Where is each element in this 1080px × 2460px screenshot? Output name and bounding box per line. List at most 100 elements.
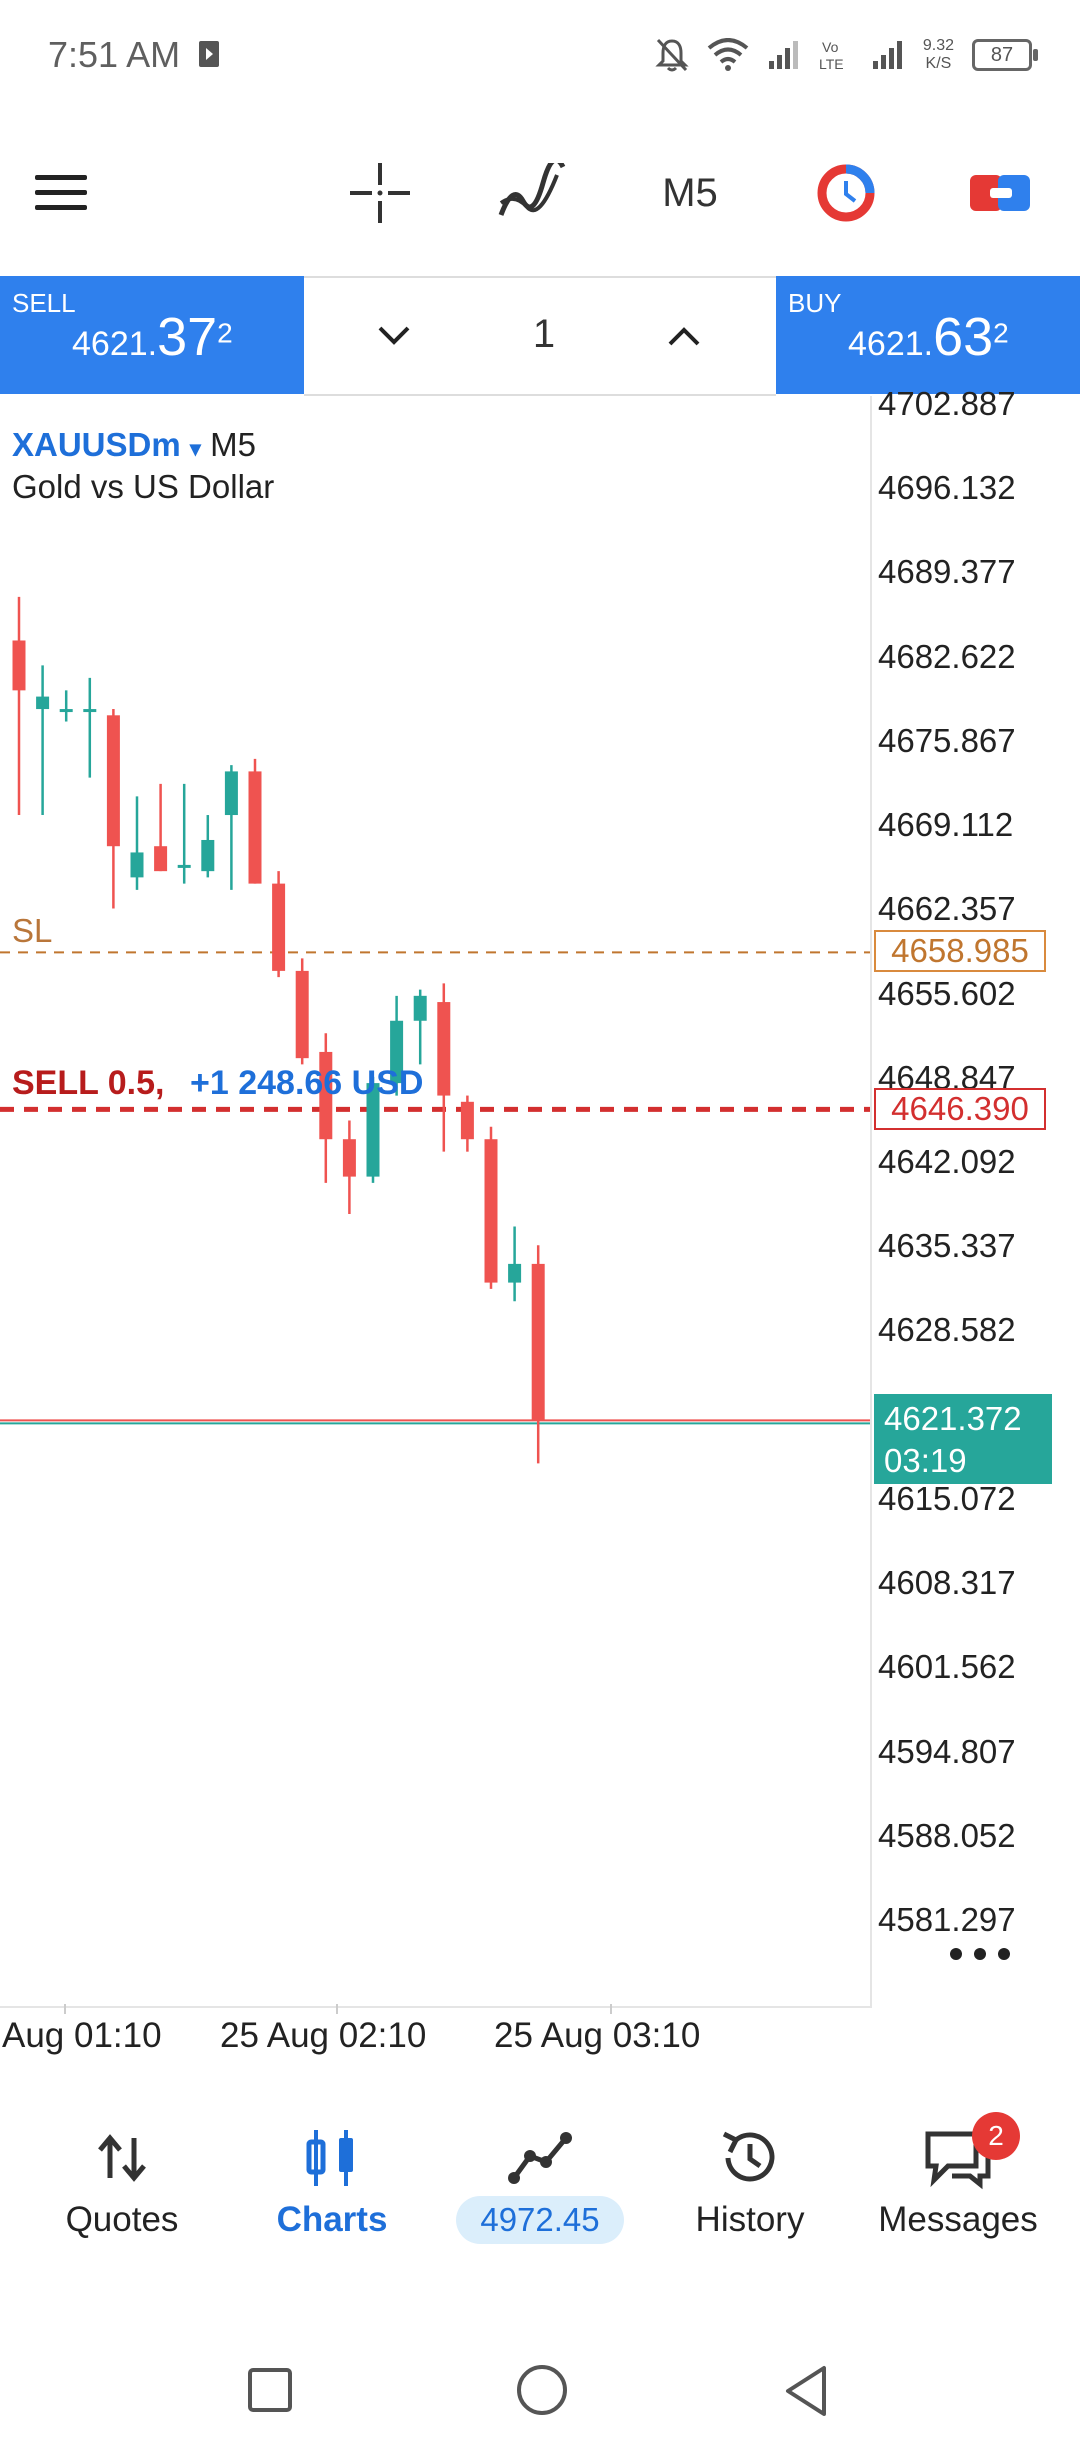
wifi-icon [707,38,749,71]
volte-icon: Vo LTE [819,39,844,72]
signal-icon [768,41,798,69]
candle-body [342,1139,356,1177]
price-tick-label: 4594.807 [878,1732,1016,1770]
history-icon [722,2131,775,2182]
nav-charts[interactable]: Charts [224,2090,440,2280]
price-tick-label: 4675.867 [878,721,1016,759]
nav-quotes[interactable]: Quotes [14,2090,230,2280]
timeframe-button[interactable]: M5 [662,170,718,215]
time-tick-mark [610,2004,612,2014]
more-icon[interactable] [948,1946,1012,1962]
candle-body [130,852,144,878]
time-tick-mark [336,2004,338,2014]
candle-body [83,709,97,713]
order-price-tag: 4646.390 [874,1088,1046,1130]
nav-label-history: History [695,2200,805,2239]
clock-trade-icon [817,164,875,222]
menu-button[interactable] [26,158,96,228]
signal-2-icon [872,41,902,69]
current-price-tag: 4621.372 03:19 [874,1394,1052,1484]
one-click-trading-button[interactable] [960,158,1040,228]
sell-button[interactable]: SELL 4621.372 [0,276,304,394]
price-tick-label: 4655.602 [878,974,1016,1012]
hamburger-icon [35,175,87,210]
buy-button[interactable]: BUY 4621.632 [776,276,1080,394]
price-tick-label: 4608.317 [878,1564,1016,1602]
candle-body [295,970,309,1059]
equity-pill: 4972.45 [456,2196,624,2244]
candlestick-plot [0,596,870,1464]
sell-price: 4621.372 [72,307,233,367]
indicator-icon [498,163,566,216]
chart-toolbar: M5 [0,110,1080,275]
chevron-down-icon[interactable] [376,322,412,350]
candle-body [460,1101,474,1140]
price-tick-label: 4696.132 [878,469,1016,507]
nav-label-messages: Messages [878,2200,1038,2239]
nav-label-quotes: Quotes [65,2200,179,2239]
candle-body [319,1051,333,1140]
lot-selector: 1 [304,276,776,396]
status-time: 7:51 AM [48,34,181,75]
candle-body [413,995,427,1021]
candle-body [272,883,286,971]
back-icon[interactable] [782,2364,832,2418]
system-navigation [0,2340,1080,2460]
lot-value[interactable]: 1 [532,312,556,356]
price-tick-label: 4628.582 [878,1311,1016,1349]
candle-body [484,1139,498,1283]
sl-label: SL [12,912,53,949]
crosshair-button[interactable] [340,158,420,228]
one-click-icon [970,175,1030,211]
svg-text:LTE: LTE [819,56,844,72]
recents-icon[interactable] [246,2366,294,2414]
status-bar: 7:51 AM Vo LTE 9.32 K/S [0,0,1080,110]
candle-body [437,1002,451,1096]
mute-bell-icon [655,38,689,72]
chevron-up-icon[interactable] [666,322,702,350]
price-tick-label: 4702.887 [878,385,1016,422]
quotes-icon [98,2134,146,2182]
nav-history[interactable]: History [642,2090,858,2280]
indicators-button[interactable] [492,158,572,228]
price-tick-label: 4682.622 [878,637,1016,675]
trade-icon [508,2132,572,2184]
price-tick-label: 4642.092 [878,1143,1016,1180]
messages-badge: 2 [972,2112,1020,2160]
candle-body [508,1263,522,1283]
candle-body [106,715,120,847]
time-tick-label: 25 Aug 03:10 [494,2016,701,2055]
candle-body [366,1083,380,1177]
price-tick-label: 4615.072 [878,1479,1016,1517]
trade-panel: SELL 4621.372 1 BUY 4621.632 [0,276,1080,396]
candle-body [177,864,191,868]
price-tick-label: 4635.337 [878,1227,1016,1265]
candle-body [390,1020,404,1084]
candle-body [12,640,26,691]
chart-symbol[interactable]: XAUUSDm ▾ M5 [12,426,256,463]
candle-body [36,696,50,710]
candle-body [201,839,215,872]
price-tick-label: 4581.297 [878,1901,1016,1938]
time-tick-label: 25 Aug 02:10 [220,2016,427,2055]
candle-body [531,1263,545,1421]
nav-messages[interactable]: 2 Messages [850,2090,1066,2280]
battery-icon: 87 [972,39,1038,71]
price-tick-label: 4662.357 [878,890,1016,928]
time-tick-mark [64,2004,66,2014]
home-icon[interactable] [514,2362,570,2418]
status-icons: Vo LTE 9.32 K/S 87 [655,30,1038,80]
charts-icon [306,2130,353,2186]
bottom-navigation: Quotes Charts 4972.45 History 2 Messages [0,2090,1080,2280]
trade-button[interactable] [806,158,886,228]
crosshair-icon [350,163,410,223]
chart-area[interactable] [0,396,872,2008]
order-label[interactable]: SELL 0.5, [12,1064,165,1102]
price-tick-label: 4588.052 [878,1816,1016,1854]
candle-body [59,709,73,713]
time-tick-label: Aug 01:10 [2,2016,162,2055]
price-tick-label: 4689.377 [878,553,1016,591]
candle-body [224,771,238,816]
nav-trade[interactable]: 4972.45 [432,2090,648,2280]
order-profit: +1 248.66 USD [190,1064,424,1102]
